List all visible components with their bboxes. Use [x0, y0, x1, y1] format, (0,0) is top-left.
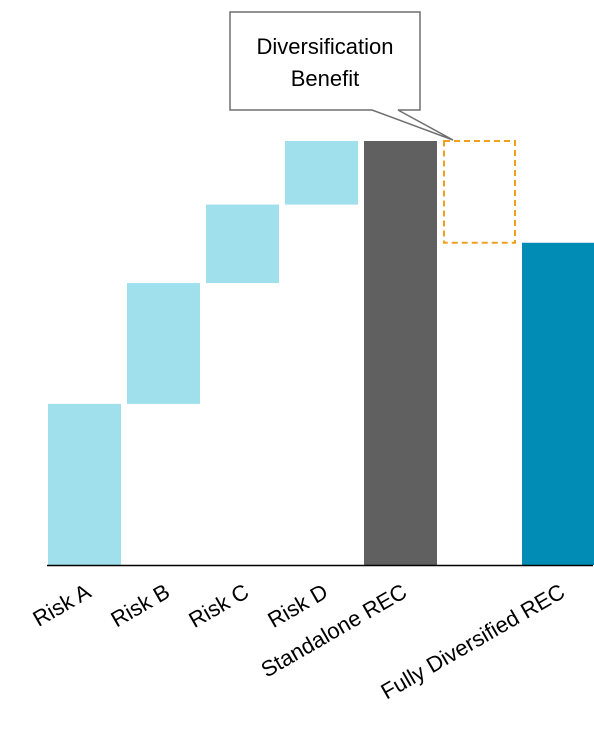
callout-text-line2: Benefit [291, 66, 360, 91]
bar-risk-c [206, 204, 279, 284]
diversification-benefit-callout: Diversification Benefit [229, 11, 454, 141]
bars-layer [48, 140, 594, 565]
bar-diversification-benefit [443, 140, 516, 244]
bar-risk-d [285, 141, 358, 205]
bar-risk-b [127, 283, 200, 404]
x-tick-label: Risk C [184, 579, 253, 633]
bar-fully-diversified-rec [522, 242, 594, 565]
x-tick-label: Risk B [106, 579, 174, 632]
bar-standalone-rec [364, 141, 437, 565]
x-tick-label: Risk A [28, 579, 95, 632]
callout-text-line1: Diversification [257, 34, 394, 59]
bar-risk-a [48, 403, 121, 565]
callout-box [229, 11, 454, 141]
